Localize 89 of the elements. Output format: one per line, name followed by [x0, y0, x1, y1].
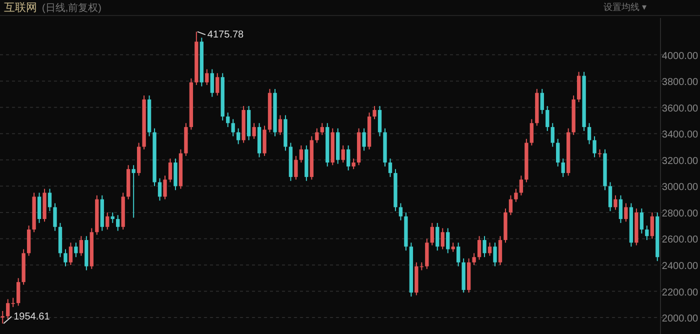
chart-title: 互联网: [4, 2, 37, 14]
candlestick: [640, 208, 644, 234]
y-tick-label: 4000.00: [662, 50, 699, 62]
candlestick: [37, 192, 42, 224]
candlestick: [446, 228, 450, 254]
candlestick: [519, 175, 524, 196]
candlestick: [299, 144, 304, 164]
candlestick: [530, 118, 534, 146]
candlestick: [236, 128, 240, 145]
candlestick: [508, 194, 513, 216]
candlestick: [425, 238, 429, 270]
candlestick: [315, 128, 319, 144]
candlestick: [216, 72, 220, 96]
y-tick-label: 2000.00: [662, 314, 699, 325]
candlestick: [451, 242, 455, 252]
candlestick: [440, 228, 444, 250]
candlestick: [26, 225, 31, 256]
candlestick: [587, 122, 592, 145]
candlestick: [398, 202, 403, 221]
candlestick: [79, 236, 84, 256]
candlestick: [132, 164, 136, 218]
candlestick: [252, 122, 256, 140]
candlestick: [645, 225, 649, 241]
candlestick: [388, 158, 392, 178]
candlestick: [482, 236, 486, 258]
text: 设置均线 ▾: [603, 2, 647, 12]
candlestick: [262, 125, 266, 156]
candlestick: [6, 298, 10, 320]
candlestick: [278, 114, 282, 136]
candlestick: [64, 248, 68, 267]
candlestick: [116, 214, 120, 232]
candlestick: [488, 242, 492, 256]
candlestick: [477, 236, 482, 260]
candlestick: [352, 158, 356, 170]
y-tick-label: 2600.00: [662, 234, 699, 246]
candlestick: [226, 112, 230, 128]
candlestick: [436, 222, 440, 252]
candlestick: [472, 252, 476, 266]
candlestick: [362, 128, 366, 152]
candlestick: [498, 236, 502, 266]
candlestick: [514, 188, 518, 202]
candlestick: [576, 71, 581, 103]
candlestick: [210, 68, 214, 98]
candlestick: [163, 175, 167, 200]
candlestick: [540, 88, 544, 114]
y-tick-label: 3600.00: [662, 103, 699, 114]
y-tick-label: 3800.00: [662, 77, 699, 88]
candlestick: [106, 212, 110, 230]
candlestick: [618, 194, 623, 224]
candlestick: [74, 242, 78, 258]
candlestick: [608, 182, 612, 212]
candlestick: [110, 212, 114, 224]
candlestick: [378, 106, 382, 137]
candlestick: [68, 242, 73, 266]
y-tick-label: 3200.00: [662, 156, 699, 167]
candlestick: [320, 122, 324, 136]
annotation: 1954.61: [14, 312, 50, 323]
candlestick: [556, 138, 560, 167]
candlestick: [650, 212, 654, 240]
candlestick: [561, 158, 565, 178]
annotation: 4175.78: [207, 30, 244, 41]
y-tick-label: 3400.00: [662, 130, 699, 141]
candlestick: [231, 118, 235, 137]
candlestick: [614, 194, 618, 210]
candlestick: [546, 106, 550, 132]
candlestick: [11, 297, 15, 308]
candlestick: [48, 188, 52, 212]
candlestick: [16, 278, 20, 306]
candlestick: [456, 242, 460, 267]
candlestick: [205, 68, 209, 86]
candlestick: [294, 155, 298, 180]
candlestick: [592, 136, 596, 158]
candlestick: [493, 242, 497, 267]
candlestick: [430, 222, 434, 246]
candlestick: [168, 158, 172, 183]
candlestick: [341, 144, 345, 164]
y-tick-label: 2800.00: [662, 208, 699, 220]
y-tick-label: 2200.00: [662, 287, 699, 298]
candlestick: [158, 178, 162, 202]
candlestick: [0, 310, 4, 324]
candlestick: [346, 144, 350, 171]
candlestick: [372, 106, 376, 120]
candlestick: [550, 122, 554, 148]
y-tick-label: 2400.00: [662, 260, 699, 272]
y-tick-label: 3000.00: [662, 182, 699, 194]
candlestick: [53, 202, 57, 232]
candlestick: [174, 158, 178, 191]
chart-subtitle: (日线,前复权): [42, 2, 102, 14]
candlestick: [624, 202, 628, 222]
